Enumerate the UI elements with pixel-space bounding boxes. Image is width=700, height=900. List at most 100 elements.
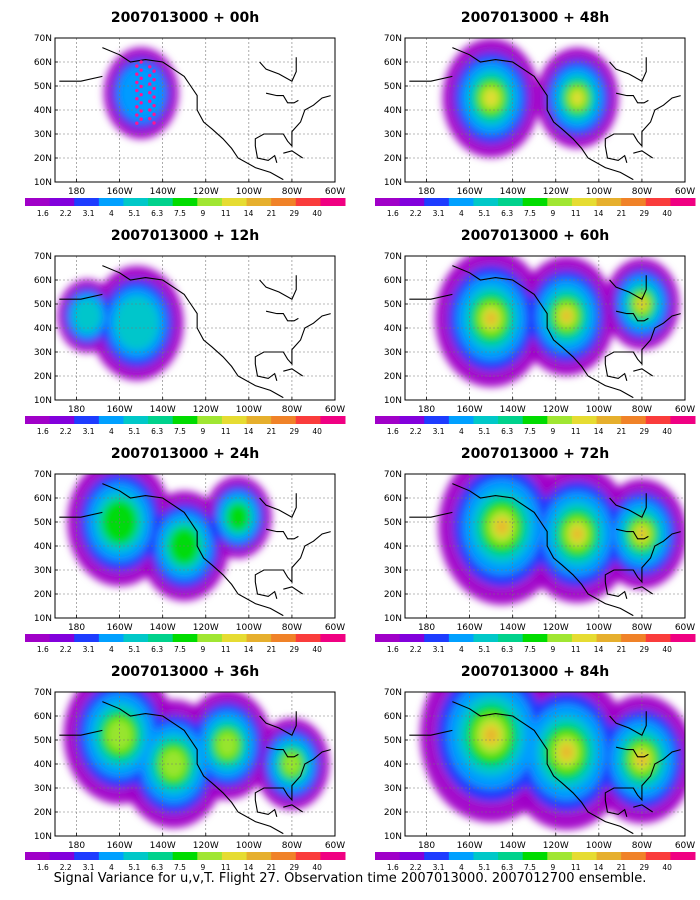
colorbar-label: 2.2 — [410, 645, 422, 654]
colorbar-swatch — [320, 634, 346, 642]
colorbar-label: 14 — [244, 427, 254, 436]
colorbar-label: 1.6 — [387, 427, 399, 436]
longitude-label: 100W — [586, 623, 612, 633]
observation-point — [135, 72, 139, 76]
longitude-label: 60W — [675, 623, 695, 633]
latitude-label: 50N — [34, 82, 52, 92]
graticule — [405, 38, 685, 182]
colorbar-label: 6.3 — [151, 209, 163, 218]
colorbar-swatch — [571, 634, 598, 642]
colorbar-label: 21 — [267, 427, 277, 436]
variance-map: 70N 60N 50N 40N 30N 20N 10N 180 160W 140W 120W 100W… — [375, 252, 696, 436]
colorbar-swatch — [522, 634, 548, 642]
longitude-label: 60W — [325, 623, 345, 633]
colorbar-swatch — [74, 198, 100, 206]
colorbar-label: 4 — [109, 645, 114, 654]
observation-point — [148, 73, 152, 78]
colorbar-swatch — [197, 634, 223, 642]
colorbar-swatch — [320, 416, 346, 424]
colorbar-label: 29 — [290, 863, 300, 872]
latitude-label: 50N — [384, 518, 402, 528]
longitude-label: 60W — [675, 841, 695, 851]
colorbar: 1.6 2.2 3.1 4 5.1 6.3 7.5 9 11 14 21 29 40 — [375, 198, 696, 218]
colorbar-label: 2.2 — [60, 427, 72, 436]
latitude-label: 50N — [34, 736, 52, 746]
colorbar-label: 29 — [640, 863, 650, 872]
latitude-label: 20N — [384, 154, 402, 164]
colorbar-label: 29 — [290, 209, 300, 218]
latitude-label: 40N — [34, 106, 52, 116]
colorbar-label: 7.5 — [174, 209, 186, 218]
longitude-label: 180 — [418, 187, 435, 197]
colorbar-swatch — [424, 198, 450, 206]
latitude-label: 40N — [384, 324, 402, 334]
colorbar-swatch — [547, 852, 573, 860]
latitude-label: 30N — [384, 566, 402, 576]
colorbar-swatch — [98, 416, 124, 424]
colorbar-label: 6.3 — [501, 645, 513, 654]
colorbar-swatch — [375, 416, 401, 424]
latitude-label: 10N — [384, 396, 402, 406]
colorbar-swatch — [571, 198, 598, 206]
colorbar-swatch — [271, 852, 297, 860]
longitude-label: 160W — [107, 623, 133, 633]
colorbar-label: 7.5 — [524, 645, 536, 654]
colorbar-label: 1.6 — [37, 645, 49, 654]
latitude-label: 10N — [34, 614, 52, 624]
coastline — [59, 47, 331, 181]
observation-point — [152, 69, 156, 73]
colorbar-label: 7.5 — [174, 645, 186, 654]
colorbar-swatch — [621, 416, 647, 424]
colorbar-label: 2.2 — [410, 863, 422, 872]
colorbar-swatch — [448, 634, 474, 642]
figure-caption: Signal Variance for u,v,T. Flight 27. Ob… — [53, 871, 647, 886]
latitude-label: 20N — [384, 590, 402, 600]
longitude-label: 80W — [282, 841, 302, 851]
observation-point — [148, 91, 152, 95]
variance-map: 70N 60N 50N 40N 30N 20N 10N 180 160W 140W 120W 100W… — [375, 470, 696, 654]
colorbar-label: 29 — [640, 427, 650, 436]
colorbar-label: 2.2 — [60, 209, 72, 218]
latitude-label: 20N — [34, 808, 52, 818]
panel-title: 2007013000 + 00h — [110, 10, 260, 26]
latitude-label: 70N — [34, 688, 52, 698]
colorbar-label: 11 — [571, 209, 581, 218]
latitude-label: 60N — [34, 58, 52, 68]
colorbar-label: 9 — [550, 863, 555, 872]
colorbar-label: 1.6 — [387, 645, 399, 654]
latitude-label: 40N — [34, 542, 52, 552]
longitude-label: 140W — [500, 405, 526, 415]
colorbar-swatch — [25, 198, 51, 206]
longitude-label: 60W — [325, 405, 345, 415]
observation-point — [139, 101, 143, 105]
latitude-label: 60N — [34, 712, 52, 722]
variance-map: 70N 60N 50N 40N 30N 20N 10N 180 160W 140W 120W 100W… — [375, 688, 696, 872]
observation-point — [139, 68, 143, 72]
coastline — [409, 47, 681, 181]
latitude-label: 10N — [384, 178, 402, 188]
observation-point — [139, 76, 143, 81]
colorbar-swatch — [295, 198, 321, 206]
map-panel-60h: 2007013000 + 60h 70N 60N 50N 40N 30N 20N 10N 180… — [370, 226, 700, 438]
graticule — [55, 692, 335, 836]
colorbar-label: 14 — [594, 645, 604, 654]
colorbar-swatch — [25, 634, 51, 642]
colorbar-swatch — [271, 198, 297, 206]
colorbar-swatch — [74, 416, 100, 424]
colorbar-label: 14 — [594, 427, 604, 436]
colorbar-label: 11 — [571, 427, 581, 436]
colorbar-swatch — [547, 634, 573, 642]
graticule — [405, 474, 685, 618]
colorbar-label: 6.3 — [151, 427, 163, 436]
colorbar-label: 21 — [617, 427, 627, 436]
observation-points — [135, 60, 156, 125]
colorbar-label: 11 — [571, 645, 581, 654]
latitude-label: 40N — [34, 324, 52, 334]
colorbar-label: 5.1 — [128, 209, 140, 218]
colorbar-swatch — [670, 198, 696, 206]
variance-map: 70N 60N 50N 40N 30N 20N 10N 180 160W 140W 120W 100W… — [25, 34, 346, 218]
graticule — [55, 256, 335, 400]
observation-point — [139, 60, 143, 64]
colorbar-swatch — [473, 416, 499, 424]
longitude-label: 140W — [500, 187, 526, 197]
